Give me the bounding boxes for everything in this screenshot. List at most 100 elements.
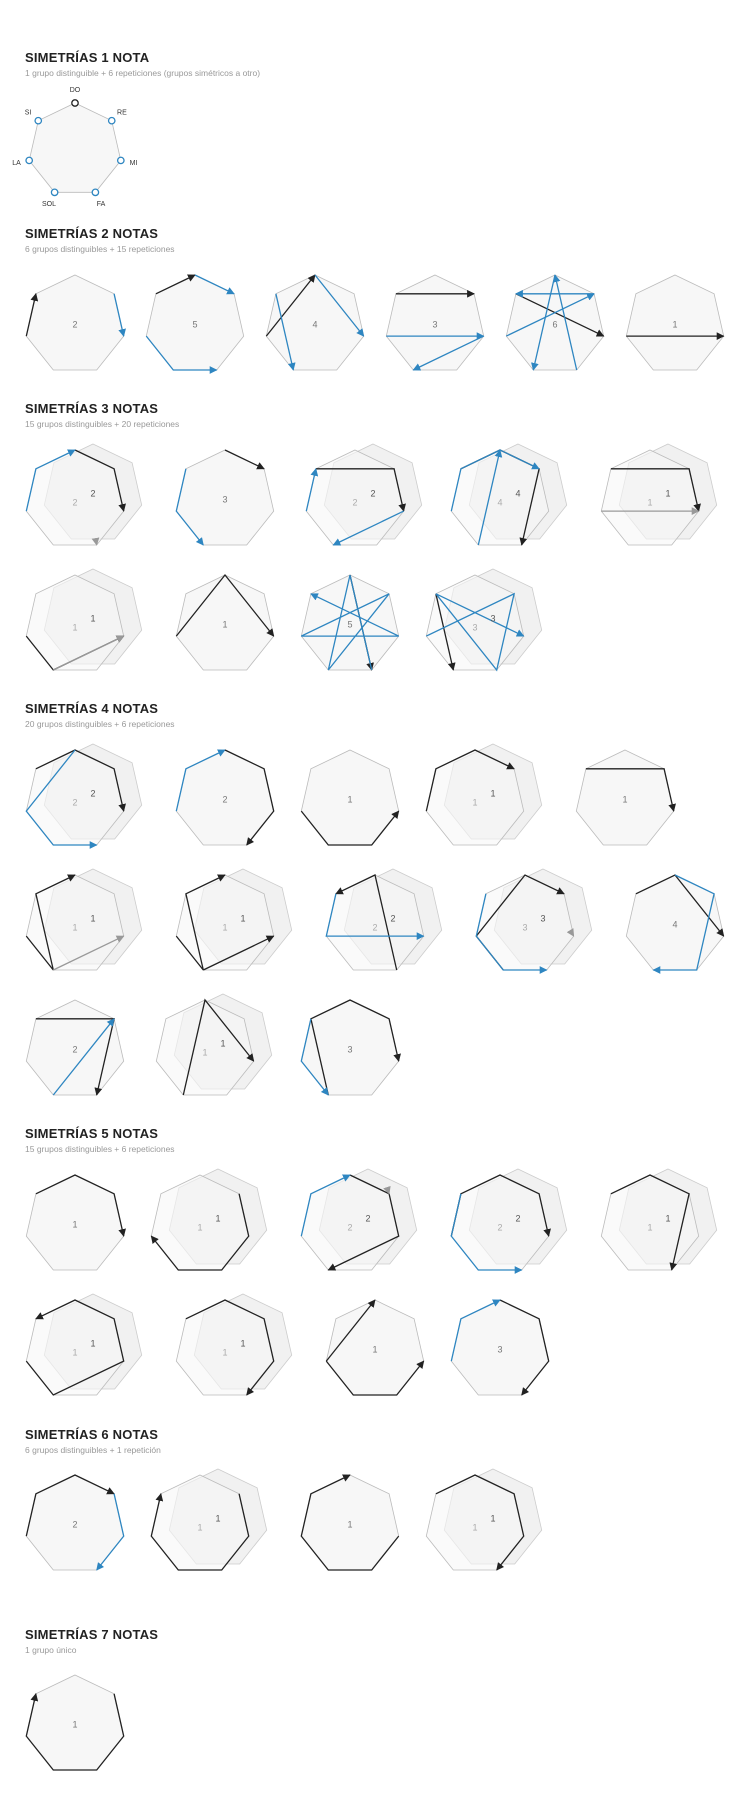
symmetry-figure: 2 xyxy=(26,275,123,370)
note-marker-la xyxy=(26,157,32,163)
group-count-label: 1 xyxy=(72,1719,77,1729)
group-count-label: 5 xyxy=(347,619,352,629)
group-count-label: 3 xyxy=(432,319,437,329)
note-marker-si xyxy=(35,117,41,123)
group-count-label: 1 xyxy=(647,1222,652,1232)
group-count-label: 4 xyxy=(497,497,502,507)
group-count-label: 1 xyxy=(622,794,627,804)
group-count-label: 3 xyxy=(540,913,545,923)
group-count-label: 1 xyxy=(72,1219,77,1229)
group-count-label: 2 xyxy=(390,913,395,923)
group-count-label: 1 xyxy=(222,1347,227,1357)
group-count-label: 2 xyxy=(370,488,375,498)
group-count-label: 1 xyxy=(90,613,95,623)
group-count-label: 1 xyxy=(215,1213,220,1223)
note-label-re: RE xyxy=(117,109,127,116)
group-count-label: 3 xyxy=(497,1344,502,1354)
symmetry-figure: 11 xyxy=(26,1294,141,1395)
group-count-label: 4 xyxy=(312,319,317,329)
group-count-label: 3 xyxy=(222,494,227,504)
symmetry-figure: 1 xyxy=(26,1175,123,1270)
symmetry-figure: 22 xyxy=(26,444,141,545)
note-marker-re xyxy=(109,117,115,123)
group-count-label: 1 xyxy=(222,922,227,932)
symmetry-figure: 3 xyxy=(301,1000,398,1095)
group-count-label: 2 xyxy=(497,1222,502,1232)
symmetry-figure: 2 xyxy=(176,750,273,845)
group-count-label: 6 xyxy=(552,319,557,329)
symmetry-figure: 1 xyxy=(326,1300,423,1395)
group-count-label: 1 xyxy=(222,619,227,629)
group-count-label: 1 xyxy=(220,1038,225,1048)
symmetry-figure: 5 xyxy=(146,275,243,370)
group-count-label: 2 xyxy=(72,497,77,507)
symmetry-figure: 5 xyxy=(301,575,398,670)
symmetry-figure: 3 xyxy=(451,1300,548,1395)
symmetry-figure: 1 xyxy=(301,750,398,845)
group-count-label: 1 xyxy=(490,788,495,798)
symmetry-figure: 6 xyxy=(506,275,603,370)
group-count-label: 2 xyxy=(347,1222,352,1232)
reference-heptagon: DOREMIFASOLLASI xyxy=(12,87,137,208)
symmetry-figure: 1 xyxy=(26,1675,123,1770)
group-count-label: 2 xyxy=(352,497,357,507)
group-count-label: 4 xyxy=(515,488,520,498)
group-count-label: 1 xyxy=(347,794,352,804)
group-count-label: 1 xyxy=(240,913,245,923)
group-count-label: 2 xyxy=(72,319,77,329)
group-count-label: 1 xyxy=(197,1522,202,1532)
note-label-mi: MI xyxy=(130,160,138,167)
symmetry-figure: 33 xyxy=(426,569,541,670)
group-count-label: 1 xyxy=(72,922,77,932)
symmetry-figure: 3 xyxy=(176,450,273,545)
symmetry-figure: 11 xyxy=(176,1294,291,1395)
group-count-label: 3 xyxy=(347,1044,352,1054)
group-count-label: 1 xyxy=(90,913,95,923)
group-count-label: 2 xyxy=(222,794,227,804)
reference-outline xyxy=(29,103,121,192)
group-count-label: 1 xyxy=(472,797,477,807)
symmetry-figure: 1 xyxy=(301,1475,398,1570)
group-count-label: 3 xyxy=(522,922,527,932)
group-count-label: 2 xyxy=(365,1213,370,1223)
group-count-label: 3 xyxy=(490,613,495,623)
group-count-label: 2 xyxy=(515,1213,520,1223)
symmetry-figure: 22 xyxy=(451,1169,566,1270)
group-count-label: 1 xyxy=(197,1222,202,1232)
group-count-label: 4 xyxy=(672,919,677,929)
symmetry-figure: 11 xyxy=(156,994,271,1095)
note-label-fa: FA xyxy=(97,201,106,208)
symmetry-figure: 1 xyxy=(576,750,673,845)
group-count-label: 1 xyxy=(202,1047,207,1057)
symmetry-figure: 11 xyxy=(26,869,141,970)
group-count-label: 1 xyxy=(215,1513,220,1523)
symmetry-figure: 11 xyxy=(601,1169,716,1270)
symmetry-figure: 1 xyxy=(626,275,723,370)
group-count-label: 1 xyxy=(347,1519,352,1529)
group-count-label: 1 xyxy=(665,488,670,498)
group-count-label: 2 xyxy=(72,1519,77,1529)
group-count-label: 2 xyxy=(72,797,77,807)
group-count-label: 1 xyxy=(72,622,77,632)
symmetry-figure: 11 xyxy=(151,1169,266,1270)
symmetry-figure: 1 xyxy=(176,575,273,670)
group-count-label: 2 xyxy=(90,788,95,798)
group-count-label: 2 xyxy=(372,922,377,932)
group-count-label: 2 xyxy=(90,488,95,498)
symmetry-figure: 11 xyxy=(176,869,291,970)
symmetry-figure: 22 xyxy=(26,744,141,845)
symmetry-figure: 33 xyxy=(476,869,591,970)
group-count-label: 1 xyxy=(647,497,652,507)
symmetry-figure: 2 xyxy=(26,1000,123,1095)
symmetry-figure: 22 xyxy=(326,869,441,970)
group-count-label: 1 xyxy=(665,1213,670,1223)
symmetry-figure: 11 xyxy=(26,569,141,670)
symmetry-figure: 44 xyxy=(451,444,566,545)
note-label-do: DO xyxy=(70,87,81,94)
note-label-sol: SOL xyxy=(42,201,56,208)
symmetry-figure: 3 xyxy=(386,275,483,370)
note-marker-sol xyxy=(51,189,57,195)
group-count-label: 1 xyxy=(372,1344,377,1354)
group-count-label: 1 xyxy=(72,1347,77,1357)
